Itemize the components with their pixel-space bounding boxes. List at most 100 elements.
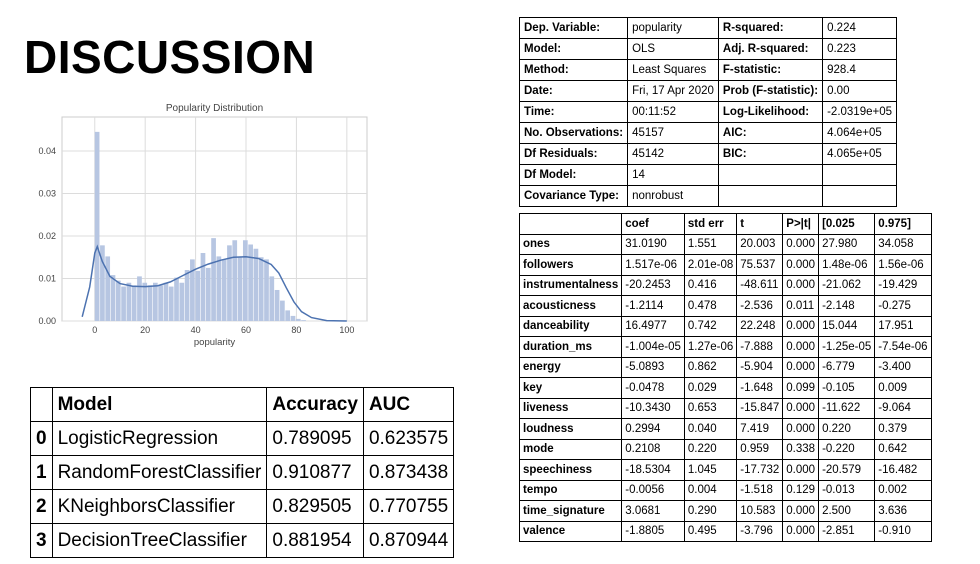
coef-table-cell: 2.500 <box>818 500 876 522</box>
y-tick-label: 0.00 <box>38 316 56 326</box>
ols-summary-cell: Df Residuals: <box>518 143 629 165</box>
histogram-bar <box>158 285 163 321</box>
ols-summary-row: Model: OLS Adj. R-squared: 0.223 <box>518 38 898 60</box>
model-table-row: 1 RandomForestClassifier 0.910877 0.873438 <box>30 455 455 490</box>
coef-table-cell: 0.002 <box>874 479 932 501</box>
coef-table-cell: 0.000 <box>782 418 820 440</box>
ols-summary-row: Dep. Variable: popularity R-squared: 0.224 <box>518 17 898 39</box>
coef-table-cell: 0.220 <box>683 438 738 460</box>
coef-table-cell: 0.290 <box>683 500 738 522</box>
coef-table-row: loudness 0.2994 0.040 7.419 0.000 0.220 0.379 <box>518 418 932 440</box>
histogram-bar <box>115 280 121 321</box>
coef-table-cell: 0.129 <box>782 479 820 501</box>
coef-table-cell: -0.105 <box>818 377 876 399</box>
coef-table-cell: 20.003 <box>736 233 784 255</box>
coef-table-row: liveness -10.3430 0.653 -15.847 0.000 -11.622… <box>518 397 932 419</box>
ols-summary-cell: Model: <box>518 38 629 60</box>
ols-summary-cell: OLS <box>627 38 719 60</box>
coef-table-cell: 0.2108 <box>621 438 685 460</box>
model-table-cell: 0.829505 <box>266 489 364 524</box>
histogram-bar <box>269 276 275 321</box>
ols-summary-cell: Covariance Type: <box>518 185 629 207</box>
coef-table-header-cell: coef <box>621 213 685 235</box>
model-table-cell: 0 <box>30 421 53 456</box>
model-table-cell: KNeighborsClassifier <box>51 489 268 524</box>
histogram-bar <box>301 320 306 321</box>
model-table-header-cell: Accuracy <box>266 387 364 422</box>
coef-table-cell: 1.517e-06 <box>621 254 685 276</box>
coef-table-cell: -0.910 <box>874 520 932 542</box>
ols-summary-cell: -2.0319e+05 <box>822 101 898 123</box>
coef-table-cell: 0.029 <box>683 377 738 399</box>
ols-summary-cell: Df Model: <box>518 164 629 186</box>
histogram-bar <box>221 259 227 321</box>
ols-summary-cell: Time: <box>518 101 629 123</box>
ols-summary-row: Method: Least Squares F-statistic: 928.4 <box>518 59 898 81</box>
coef-table-cell: -15.847 <box>736 397 784 419</box>
ols-coefficient-table: coef std err t P>|t| [0.025 0.975] ones 31.019… <box>518 213 932 542</box>
coef-table-cell: -1.518 <box>736 479 784 501</box>
coef-table-cell: liveness <box>518 397 623 419</box>
ols-summary-row: Df Residuals: 45142 BIC: 4.065e+05 <box>518 143 898 165</box>
ols-summary-row: Date: Fri, 17 Apr 2020 Prob (F-statistic):… <box>518 80 898 102</box>
coef-table-cell: -3.796 <box>736 520 784 542</box>
coef-table-cell: 0.416 <box>683 274 738 296</box>
coef-table-cell: -5.904 <box>736 356 784 378</box>
coef-table-cell: -10.3430 <box>621 397 685 419</box>
coef-table-cell: 0.000 <box>782 315 820 337</box>
coef-table-cell: 0.011 <box>782 295 820 317</box>
x-tick-label: 60 <box>241 325 251 335</box>
coef-table-header-row: coef std err t P>|t| [0.025 0.975] <box>518 213 932 235</box>
coef-table-cell: -7.54e-06 <box>874 336 932 358</box>
coef-table-row: time_signature 3.0681 0.290 10.583 0.000 2.50… <box>518 500 932 522</box>
histogram-bar <box>190 259 195 321</box>
coef-table-cell: 0.009 <box>874 377 932 399</box>
model-table-cell: RandomForestClassifier <box>51 455 268 490</box>
histogram-bar <box>174 277 179 321</box>
ols-summary-cell: Least Squares <box>627 59 719 81</box>
histogram-bar <box>237 257 243 321</box>
coef-table-cell: 7.419 <box>736 418 784 440</box>
coef-table-cell: -48.611 <box>736 274 784 296</box>
model-table-cell: 0.623575 <box>362 421 455 456</box>
coef-table-cell: 2.01e-08 <box>683 254 738 276</box>
coef-table-cell: 10.583 <box>736 500 784 522</box>
chart-title: Popularity Distribution <box>166 103 263 114</box>
model-comparison-table: Model Accuracy AUC 0 LogisticRegression 0.78… <box>30 387 455 558</box>
histogram-bar <box>285 310 291 321</box>
histogram-bar <box>264 259 269 321</box>
coef-table-header-cell: P>|t| <box>782 213 820 235</box>
coef-table-cell: 0.000 <box>782 356 820 378</box>
histogram-bar <box>253 248 259 321</box>
coef-table-cell: 3.636 <box>874 500 932 522</box>
histogram-bar <box>121 286 126 321</box>
coef-table-cell: 0.099 <box>782 377 820 399</box>
histogram-bar <box>274 289 280 321</box>
coef-table-cell: -9.064 <box>874 397 932 419</box>
model-table-header-cell: AUC <box>362 387 455 422</box>
y-tick-label: 0.04 <box>38 146 56 156</box>
model-table-cell: LogisticRegression <box>51 421 268 456</box>
x-tick-label: 100 <box>339 325 354 335</box>
histogram-bar <box>211 238 216 321</box>
coef-table-cell: -1.648 <box>736 377 784 399</box>
coef-table-cell: -0.0056 <box>621 479 685 501</box>
histogram-bar <box>200 253 206 321</box>
ols-summary-cell: Adj. R-squared: <box>717 38 824 60</box>
coef-table-cell: -1.8805 <box>621 520 685 542</box>
model-table-cell: 0.910877 <box>266 455 364 490</box>
coef-table-cell: 0.959 <box>736 438 784 460</box>
y-tick-label: 0.03 <box>38 189 56 199</box>
coef-table-cell: tempo <box>518 479 623 501</box>
histogram-bar <box>242 240 248 321</box>
ols-summary-cell: 00:11:52 <box>627 101 719 123</box>
coef-table-cell: 1.48e-06 <box>818 254 876 276</box>
coef-table-cell: -1.25e-05 <box>818 336 876 358</box>
histogram-bar <box>142 282 148 321</box>
coef-table-cell: -3.400 <box>874 356 932 378</box>
ols-summary-cell: No. Observations: <box>518 122 629 144</box>
ols-summary-cell <box>822 164 898 186</box>
coef-table-cell: -1.2114 <box>621 295 685 317</box>
ols-summary-cell: 4.064e+05 <box>822 122 898 144</box>
ols-summary-cell: 0.00 <box>822 80 898 102</box>
